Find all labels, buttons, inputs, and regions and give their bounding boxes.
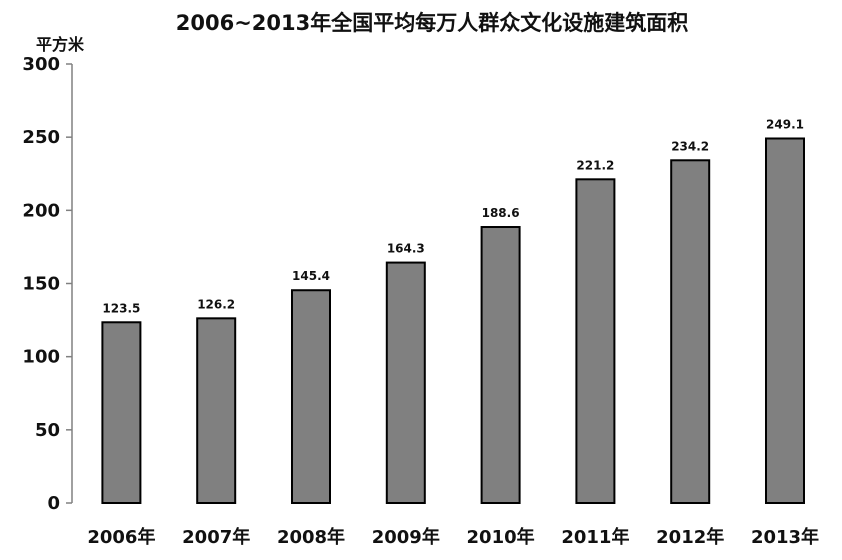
bar-7 — [670, 159, 711, 505]
y-tick-label: 50 — [35, 420, 60, 441]
bar-1 — [101, 321, 142, 504]
bar-3 — [291, 289, 331, 504]
y-tick-label: 150 — [22, 274, 60, 295]
x-tick-label: 2006年 — [87, 526, 155, 548]
x-tick-label: 2013年 — [751, 526, 819, 548]
y-axis-ticks: 0 50 100 150 200 250 300 — [22, 54, 72, 514]
y-tick-label: 200 — [22, 200, 60, 221]
y-tick-label: 0 — [47, 493, 60, 514]
x-tick-label: 2010年 — [467, 526, 535, 548]
bar-4 — [385, 261, 426, 504]
data-labels: 123.5 126.2 145.4 164.3 188.6 221.2 234.2 249.1 — [102, 117, 804, 315]
y-tick-label: 100 — [22, 347, 60, 368]
bar-5 — [480, 226, 521, 505]
bars — [101, 137, 805, 505]
data-label-4: 164.3 — [387, 242, 425, 256]
bar-6 — [575, 178, 616, 504]
x-tick-label: 2007年 — [182, 526, 250, 548]
data-label-1: 123.5 — [102, 301, 140, 315]
data-label-2: 126.2 — [197, 297, 235, 311]
bar-8 — [765, 137, 805, 504]
x-axis-ticks: 2006年 2007年 2008年 2009年 2010年 2011年 2012年 2013年 — [87, 526, 819, 548]
x-tick-label: 2008年 — [277, 526, 345, 548]
data-label-7: 234.2 — [671, 139, 709, 153]
y-tick-label: 300 — [22, 54, 60, 75]
x-tick-label: 2009年 — [372, 526, 440, 548]
bar-2 — [196, 317, 237, 504]
y-tick-label: 250 — [22, 127, 60, 148]
y-axis-unit: 平方米 — [36, 35, 85, 54]
data-label-5: 188.6 — [482, 206, 520, 220]
chart-title: 2006~2013年全国平均每万人群众文化设施建筑面积 — [176, 11, 689, 35]
data-label-3: 145.4 — [292, 269, 330, 283]
x-tick-label: 2011年 — [561, 526, 629, 548]
x-tick-label: 2012年 — [656, 526, 724, 548]
data-label-6: 221.2 — [576, 158, 614, 172]
data-label-8: 249.1 — [766, 117, 804, 131]
